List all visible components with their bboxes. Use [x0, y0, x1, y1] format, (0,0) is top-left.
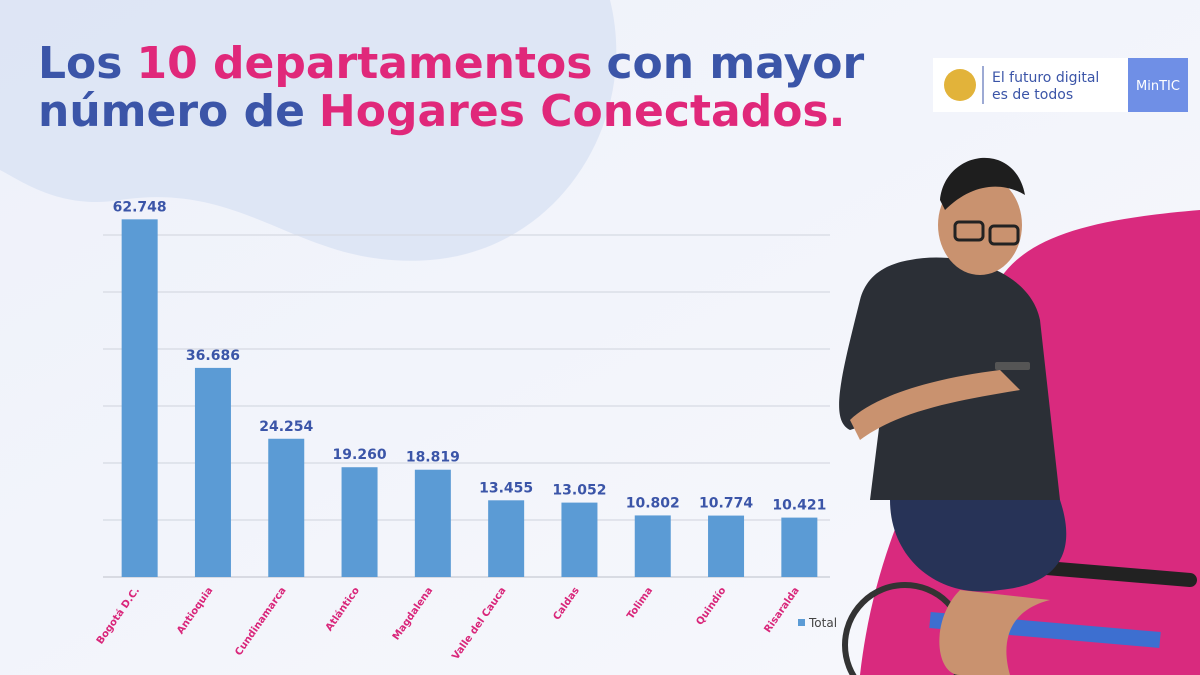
- legend-swatch: [798, 619, 805, 626]
- logo-brand: MinTIC: [1136, 79, 1180, 94]
- title-part: 10 departamentos: [136, 38, 592, 89]
- bar: [414, 469, 451, 577]
- bar: [561, 502, 598, 577]
- blob: [0, 0, 617, 261]
- value-label: 62.748: [113, 199, 167, 215]
- value-label: 19.260: [333, 447, 387, 463]
- title-part: con mayor: [606, 38, 864, 89]
- chart-title: Los 10 departamentos con mayor: [38, 38, 864, 89]
- value-label: 13.455: [479, 480, 533, 496]
- chart-title: número de Hogares Conectados.: [38, 86, 845, 137]
- bar: [488, 500, 525, 577]
- value-label: 24.254: [259, 419, 313, 435]
- value-label: 36.686: [186, 348, 240, 364]
- value-label: 10.774: [699, 496, 753, 512]
- bar: [341, 467, 378, 577]
- logo-slogan: El futuro digital: [992, 70, 1099, 86]
- title-part: Hogares Conectados.: [319, 86, 845, 137]
- bar: [634, 515, 671, 577]
- title-part: Los: [38, 38, 122, 89]
- value-label: 10.421: [772, 498, 826, 514]
- logo-slogan: es de todos: [992, 87, 1073, 103]
- value-label: 18.819: [406, 450, 460, 466]
- title-part: número de: [38, 86, 305, 137]
- value-label: 13.052: [552, 483, 606, 499]
- photo: [839, 157, 1197, 675]
- logo: El futuro digital es de todos MinTIC: [933, 58, 1188, 112]
- value-label: 10.802: [626, 495, 680, 511]
- bar: [781, 517, 818, 577]
- logo-brand-box: [1128, 58, 1188, 112]
- legend-label: Total: [808, 616, 837, 630]
- emblem: [944, 69, 976, 101]
- bar: [194, 367, 231, 577]
- bar: [268, 438, 305, 577]
- bar: [708, 515, 745, 577]
- bar: [121, 219, 158, 577]
